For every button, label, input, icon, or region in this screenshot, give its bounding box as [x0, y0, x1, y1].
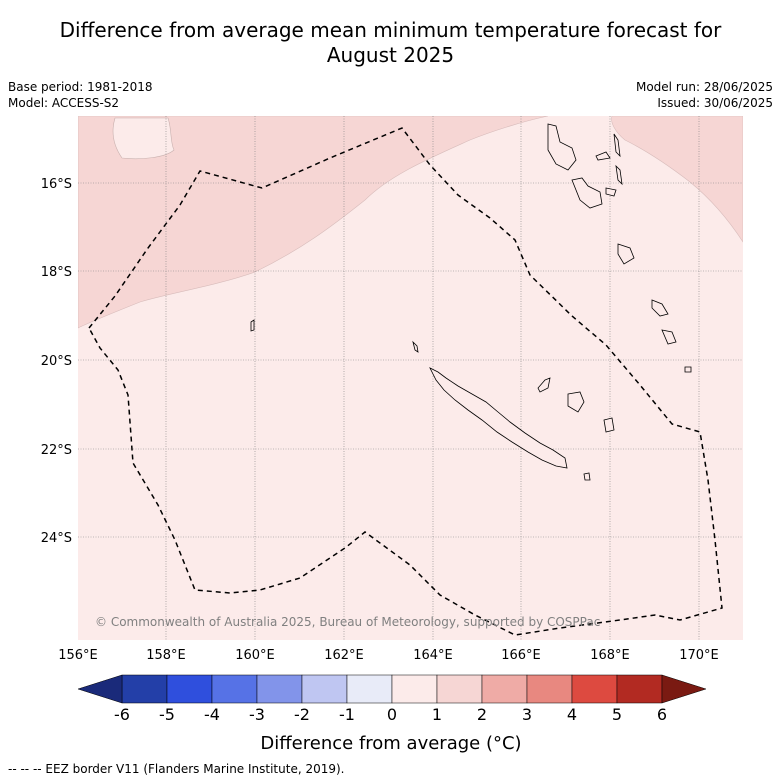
colorbar-segment — [256, 674, 303, 704]
island-aneityum — [684, 366, 692, 373]
colorbar-tick-label: 0 — [387, 705, 397, 724]
lon-label-166e: 166°E — [501, 648, 541, 663]
anomaly-1-2-region — [78, 116, 549, 329]
colorbar-segment — [391, 674, 438, 704]
lon-label-156e: 156°E — [58, 648, 98, 663]
base-period: Base period: 1981-2018 — [8, 80, 153, 94]
colorbar-segment — [481, 674, 528, 704]
island-ouvea — [537, 377, 551, 393]
colorbar-segment — [121, 674, 168, 704]
title-line-1: Difference from average mean minimum tem… — [59, 18, 722, 42]
eez-footnote: -- -- -- EEZ border V11 (Flanders Marine… — [8, 762, 345, 776]
title-line-2: August 2025 — [326, 43, 455, 67]
lon-label-158e: 158°E — [146, 648, 186, 663]
colorbar-segment — [526, 674, 573, 704]
island-espiritu-santo — [547, 123, 577, 171]
island-mare — [603, 417, 615, 433]
colorbar-tick-label: -3 — [249, 705, 265, 724]
copyright-notice: © Commonwealth of Australia 2025, Bureau… — [95, 615, 600, 629]
colorbar-title: Difference from average (°C) — [260, 733, 521, 754]
chart-title: Difference from average mean minimum tem… — [0, 18, 781, 68]
island-lifou — [567, 391, 585, 413]
colorbar-tick-label: 5 — [612, 705, 622, 724]
lat-label-20s: 20°S — [41, 354, 72, 369]
eez-border — [88, 127, 723, 636]
island-pentecost — [615, 164, 623, 186]
lon-label-162e: 162°E — [324, 648, 364, 663]
colorbar-tick-label: 3 — [522, 705, 532, 724]
lat-label-16s: 16°S — [41, 177, 72, 192]
colorbar-tick-label: 4 — [567, 705, 577, 724]
issued-date: Issued: 30/06/2025 — [657, 96, 773, 110]
island-erromango — [651, 299, 669, 317]
island-epi — [605, 187, 617, 197]
lat-labels: 16°S 18°S 20°S 22°S 24°S — [41, 177, 72, 546]
island-efate — [617, 243, 635, 265]
colorbar-tick-label: 6 — [657, 705, 667, 724]
colorbar-over-triangle — [661, 674, 707, 704]
meta-right: Model run: 28/06/2025 Issued: 30/06/2025 — [636, 79, 773, 111]
colorbar-tick-label: -5 — [159, 705, 175, 724]
colorbar-tick-label: -6 — [114, 705, 130, 724]
colorbar-tick-label: -1 — [339, 705, 355, 724]
colorbar-segment — [616, 674, 663, 704]
anomaly-0-1-pocket — [112, 117, 175, 160]
anomaly-1-2-region-east — [611, 116, 743, 243]
island-malakula — [571, 177, 603, 209]
model-run: Model run: 28/06/2025 — [635, 80, 773, 94]
island-pines — [583, 472, 591, 481]
meta-left: Base period: 1981-2018 Model: ACCESS-S2 — [8, 79, 153, 111]
colorbar-segment — [301, 674, 348, 704]
colorbar-labels: -6 -5 -4 -3 -2 -1 0 1 2 3 4 5 6 — [114, 705, 667, 724]
lon-label-170e: 170°E — [679, 648, 719, 663]
colorbar-segment — [571, 674, 618, 704]
colorbar-segment — [211, 674, 258, 704]
colorbar-tick-label: 1 — [432, 705, 442, 724]
graticule — [78, 116, 743, 640]
lon-label-160e: 160°E — [235, 648, 275, 663]
lon-label-164e: 164°E — [413, 648, 453, 663]
island-new-caledonia — [429, 367, 568, 469]
island-ambae — [595, 151, 611, 161]
model-name: Model: ACCESS-S2 — [8, 96, 120, 110]
colorbar-tick-label: -2 — [294, 705, 310, 724]
lat-label-24s: 24°S — [41, 531, 72, 546]
lon-labels: 156°E 158°E 160°E 162°E 164°E 166°E 168°… — [58, 648, 719, 663]
colorbar-segment — [166, 674, 213, 704]
colorbar-segment — [436, 674, 483, 704]
island-belep — [412, 340, 419, 353]
lon-label-168e: 168°E — [590, 648, 630, 663]
map-area: © Commonwealth of Australia 2025, Bureau… — [78, 116, 743, 640]
island-maewo — [613, 133, 621, 158]
colorbar-under-triangle — [77, 674, 123, 704]
lat-label-22s: 22°S — [41, 443, 72, 458]
colorbar-tick-label: -4 — [204, 705, 220, 724]
colorbar-tick-label: 2 — [477, 705, 487, 724]
lat-label-18s: 18°S — [41, 265, 72, 280]
island-tanna — [661, 329, 677, 345]
islands — [250, 123, 692, 481]
colorbar-segment — [346, 674, 393, 704]
colorbar — [77, 674, 707, 704]
island-chesterfield — [250, 319, 255, 332]
